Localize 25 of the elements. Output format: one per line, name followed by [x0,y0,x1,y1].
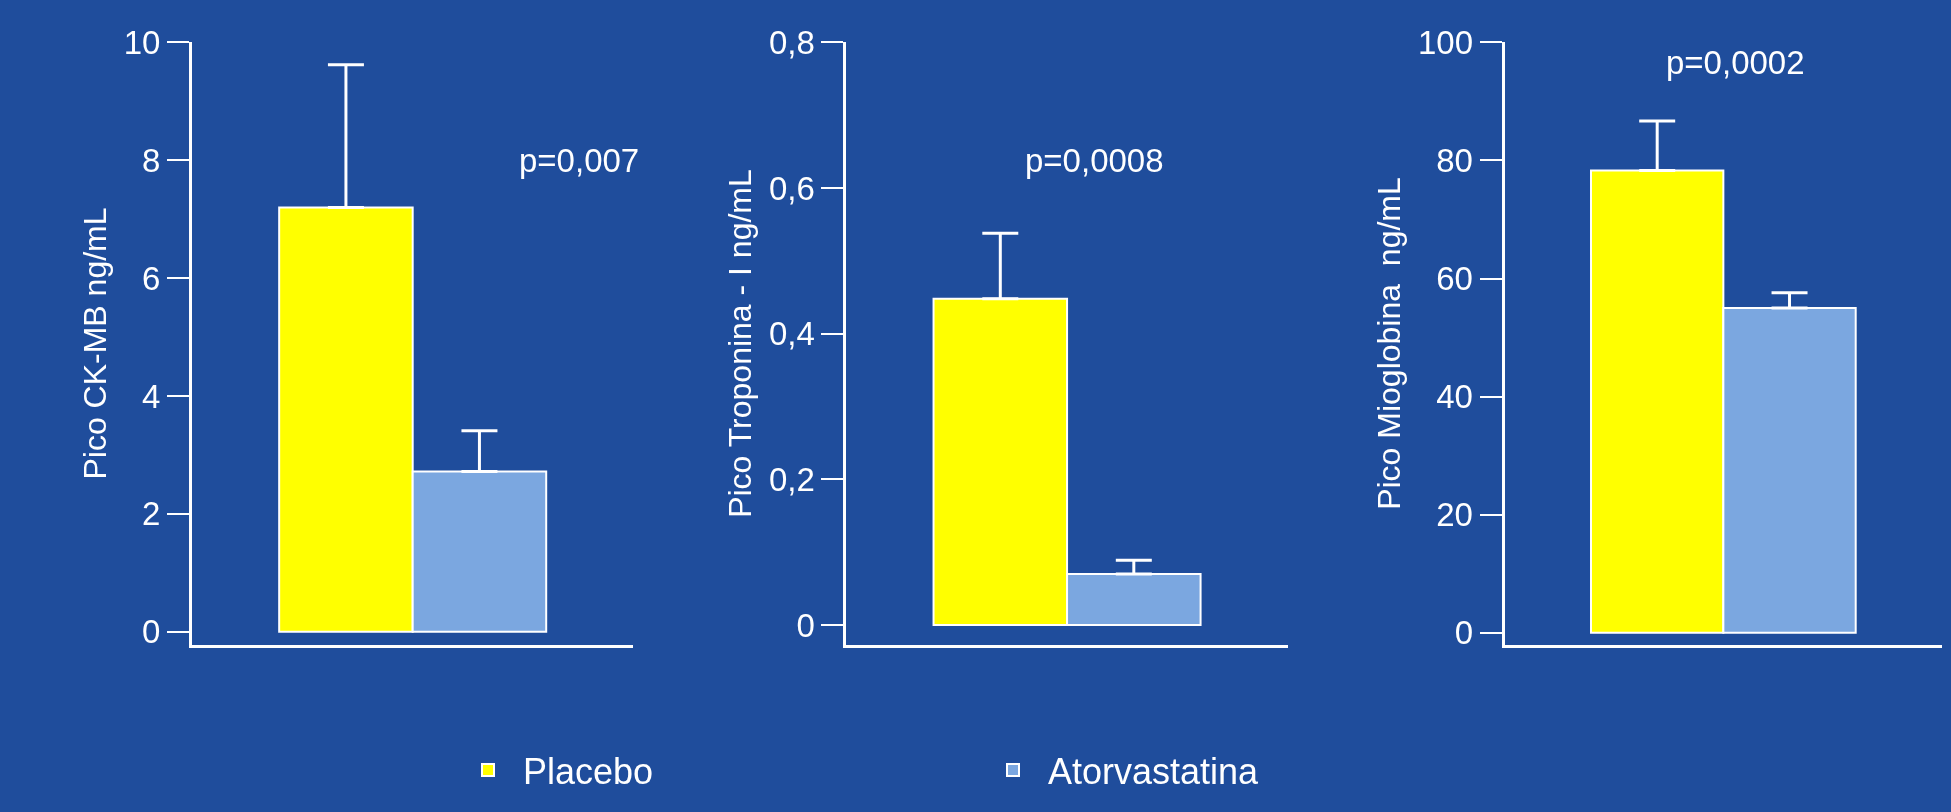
y-tick-label: 0 [142,613,161,651]
y-tick-label: 100 [1417,23,1473,61]
y-tick-label: 6 [142,259,161,297]
y-axis-title: Pico CK-MB ng/mL [76,207,113,480]
y-tick-label: 40 [1436,378,1473,416]
y-axis-title: Pico Troponina - I ng/mL [722,169,759,518]
y-tick-label: 0,4 [768,315,815,353]
y-tick-label: 4 [142,377,161,415]
y-tick-label: 0,8 [768,23,815,61]
annotation: p=0,0002 [1666,44,1805,81]
y-tick-label: 2 [142,495,161,533]
annotation: p=0,0008 [1025,142,1164,179]
y-tick-label: 8 [142,141,161,179]
y-axis-title: Pico Mioglobina ng/mL [1371,177,1408,510]
y-tick-label: 0 [796,606,815,644]
y-tick-label: 0 [1454,614,1473,652]
legend-label: Atorvastatina [1048,750,1260,792]
y-tick-label: 0,2 [768,460,815,498]
legend-label: Placebo [523,750,654,792]
y-tick-label: 10 [123,23,161,61]
y-tick-label: 20 [1436,496,1473,534]
y-tick-label: 0,6 [768,169,815,207]
y-tick-label: 80 [1436,142,1473,180]
y-tick-label: 60 [1436,260,1473,298]
annotation: p=0,007 [519,142,640,179]
